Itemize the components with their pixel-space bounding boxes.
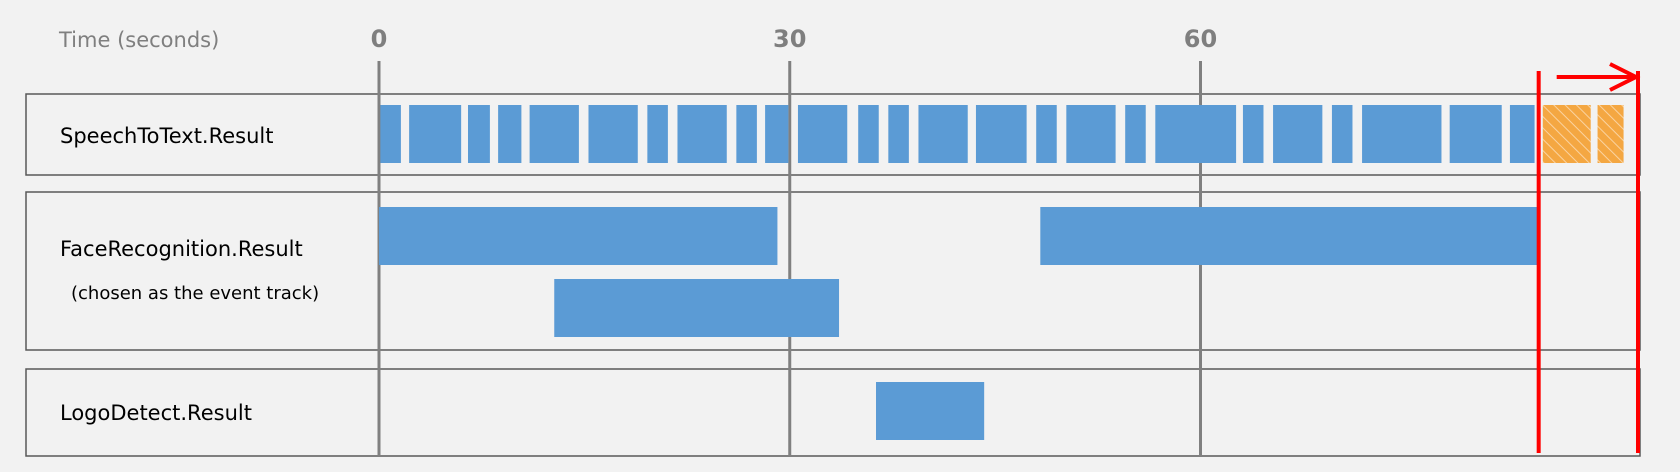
window-arrow-head <box>1609 62 1641 92</box>
segment <box>736 105 757 163</box>
segment <box>918 105 968 163</box>
x-tick-label: 30 <box>773 25 806 53</box>
segment <box>647 105 668 163</box>
segment <box>765 105 789 163</box>
segment <box>467 105 490 163</box>
segment <box>677 105 727 163</box>
segment <box>876 382 985 440</box>
segment <box>1125 105 1146 163</box>
segment <box>1509 105 1535 163</box>
segment <box>588 105 638 163</box>
segment <box>1155 105 1237 163</box>
segment <box>1449 105 1502 163</box>
pending-segment <box>1542 105 1591 163</box>
x-tick-label: 0 <box>371 25 388 53</box>
segment <box>380 105 401 163</box>
segment <box>1331 105 1353 163</box>
segment <box>498 105 522 163</box>
segment <box>1362 105 1442 163</box>
track-note: (chosen as the event track) <box>71 283 319 304</box>
segment <box>1036 105 1057 163</box>
segment <box>1040 207 1538 265</box>
pending-segment <box>1597 105 1624 163</box>
track-box <box>25 368 1641 457</box>
segment <box>888 105 909 163</box>
segment <box>1242 105 1264 163</box>
segment <box>797 105 848 163</box>
segment <box>409 105 462 163</box>
x-tick-label: 60 <box>1184 25 1217 53</box>
segment <box>529 105 579 163</box>
track-label: SpeechToText.Result <box>60 124 274 148</box>
segment <box>379 207 778 265</box>
segment <box>554 279 840 337</box>
segment <box>1273 105 1323 163</box>
segment <box>1066 105 1116 163</box>
segment <box>975 105 1027 163</box>
track-label: LogoDetect.Result <box>60 401 252 425</box>
segment <box>858 105 879 163</box>
axis-label: Time (seconds) <box>58 28 219 52</box>
track-label: FaceRecognition.Result <box>60 237 303 261</box>
